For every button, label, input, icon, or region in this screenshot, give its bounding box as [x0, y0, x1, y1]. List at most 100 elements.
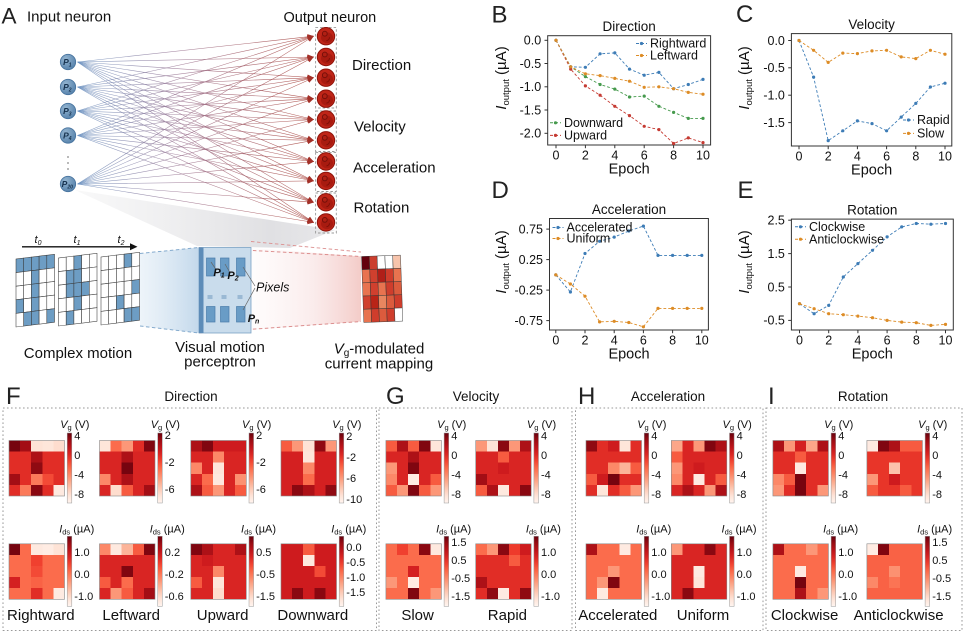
- svg-text:-4: -4: [651, 470, 661, 482]
- svg-text:2: 2: [165, 430, 171, 442]
- svg-text:-1.5: -1.5: [451, 591, 470, 603]
- svg-text:-0.5: -0.5: [763, 61, 785, 75]
- svg-text:-1.0: -1.0: [74, 591, 93, 603]
- svg-text:0: 0: [737, 450, 743, 462]
- svg-text:C: C: [736, 1, 753, 28]
- svg-text:1.0: 1.0: [541, 547, 556, 559]
- svg-text:Vg (V): Vg (V): [60, 419, 89, 432]
- svg-text:-4: -4: [838, 470, 848, 482]
- svg-text:-1.5: -1.5: [346, 587, 365, 599]
- svg-text:Direction: Direction: [352, 57, 411, 74]
- svg-text:Ioutput (µA): Ioutput (µA): [736, 230, 755, 293]
- svg-text:0: 0: [838, 450, 844, 462]
- svg-text:0: 0: [932, 450, 938, 462]
- svg-text:2: 2: [825, 150, 832, 164]
- svg-text:Vg (V): Vg (V): [723, 419, 752, 432]
- svg-text:Downward: Downward: [277, 607, 348, 624]
- svg-text:-8: -8: [932, 489, 942, 501]
- svg-text:Anticlockwise: Anticlockwise: [809, 232, 884, 246]
- svg-text:Acceleration: Acceleration: [631, 389, 705, 404]
- svg-text:Ioutput (µA): Ioutput (µA): [493, 230, 512, 293]
- svg-text:4: 4: [737, 431, 743, 443]
- svg-text:Ids (µA): Ids (µA): [436, 524, 471, 537]
- svg-text:-1.0: -1.0: [838, 591, 857, 603]
- svg-text:Vg-modulated: Vg-modulated: [334, 341, 425, 360]
- svg-text:P1: P1: [213, 267, 224, 280]
- svg-text:Downward: Downward: [564, 116, 623, 130]
- svg-text:F: F: [6, 383, 21, 410]
- svg-text:Pixels: Pixels: [256, 281, 289, 295]
- svg-text:-1.0: -1.0: [651, 591, 670, 603]
- svg-text:0: 0: [74, 450, 80, 462]
- svg-text:0.2: 0.2: [165, 547, 180, 559]
- svg-text:0.5: 0.5: [256, 547, 271, 559]
- svg-text:P3: P3: [63, 106, 72, 118]
- svg-text:Rotation: Rotation: [838, 389, 888, 404]
- svg-text:Vg (V): Vg (V): [151, 419, 180, 432]
- svg-text:10: 10: [696, 149, 710, 163]
- svg-text:Vg (V): Vg (V): [437, 419, 466, 432]
- svg-text:0: 0: [796, 334, 803, 348]
- svg-text:0.75: 0.75: [519, 222, 543, 236]
- svg-text:E: E: [738, 177, 754, 204]
- svg-text:Upward: Upward: [564, 129, 607, 143]
- svg-text:-4: -4: [451, 470, 461, 482]
- svg-text:Leftward: Leftward: [650, 49, 698, 63]
- svg-text:0.25: 0.25: [519, 253, 543, 267]
- svg-text:0.5: 0.5: [768, 280, 785, 294]
- svg-text:Epoch: Epoch: [852, 347, 893, 363]
- svg-text:-4: -4: [541, 470, 551, 482]
- svg-text:0.0: 0.0: [346, 542, 361, 554]
- svg-text:2: 2: [346, 431, 352, 443]
- svg-text:-2.0: -2.0: [520, 127, 542, 141]
- svg-text:4: 4: [854, 150, 861, 164]
- svg-text:4: 4: [932, 431, 938, 443]
- svg-text:Epoch: Epoch: [851, 163, 892, 179]
- svg-text:1.5: 1.5: [768, 247, 785, 261]
- svg-text:Rapid: Rapid: [488, 607, 527, 624]
- svg-text:-8: -8: [651, 489, 661, 501]
- svg-text:-0.5: -0.5: [256, 569, 275, 581]
- svg-text:-0.6: -0.6: [165, 591, 184, 603]
- svg-text:2: 2: [825, 334, 832, 348]
- svg-text:4: 4: [74, 431, 80, 443]
- svg-text:Epoch: Epoch: [608, 347, 649, 363]
- svg-text:-4: -4: [737, 470, 747, 482]
- svg-text:1.0: 1.0: [737, 547, 752, 559]
- svg-text:Ids (µA): Ids (µA): [823, 524, 858, 537]
- svg-text:Uniform: Uniform: [567, 232, 611, 246]
- svg-text:-0.25: -0.25: [515, 283, 544, 297]
- svg-text:P2: P2: [63, 82, 72, 94]
- svg-text:t2: t2: [118, 234, 125, 247]
- svg-text:Ids (µA): Ids (µA): [636, 524, 671, 537]
- svg-text:-1.0: -1.0: [763, 89, 785, 103]
- svg-text:-8: -8: [541, 489, 551, 501]
- svg-text:-0.5: -0.5: [763, 314, 785, 328]
- svg-text:Velocity: Velocity: [848, 17, 895, 32]
- svg-text:4: 4: [854, 334, 861, 348]
- svg-text:Clockwise: Clockwise: [771, 607, 839, 624]
- svg-text:-1.0: -1.0: [737, 591, 756, 603]
- svg-text:Acceleration: Acceleration: [592, 202, 666, 217]
- svg-text:-1.5: -1.5: [256, 591, 275, 603]
- svg-text:4: 4: [838, 431, 844, 443]
- svg-text:Ids (µA): Ids (µA): [526, 524, 561, 537]
- svg-text:-0.5: -0.5: [346, 557, 365, 569]
- svg-text:Vg (V): Vg (V): [824, 419, 853, 432]
- svg-text:Rotation: Rotation: [847, 203, 897, 218]
- svg-text:0: 0: [651, 450, 657, 462]
- svg-text:-6: -6: [346, 473, 356, 485]
- svg-text:-0.5: -0.5: [932, 573, 951, 585]
- svg-text:0.0: 0.0: [524, 34, 541, 48]
- svg-text:Clockwise: Clockwise: [809, 220, 865, 234]
- svg-text:Ids (µA): Ids (µA): [241, 524, 276, 537]
- svg-text:A: A: [2, 4, 17, 29]
- svg-text:D: D: [492, 177, 509, 204]
- svg-text:4: 4: [611, 149, 618, 163]
- svg-text:0.0: 0.0: [838, 569, 853, 581]
- svg-text:Accelerated: Accelerated: [578, 607, 657, 624]
- svg-text:Rapid: Rapid: [917, 113, 950, 127]
- svg-text:P1: P1: [63, 57, 72, 69]
- svg-text:10: 10: [938, 150, 952, 164]
- svg-text:Vg (V): Vg (V): [242, 419, 271, 432]
